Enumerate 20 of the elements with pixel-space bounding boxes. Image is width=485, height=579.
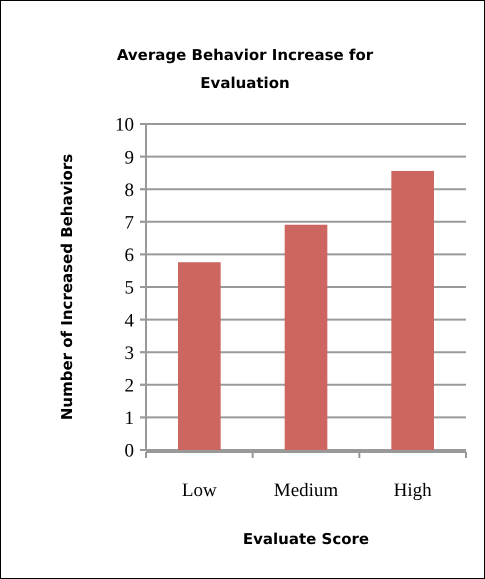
bar bbox=[178, 262, 221, 450]
x-tick-label: Low bbox=[182, 480, 218, 501]
y-tick-label: 9 bbox=[124, 147, 134, 168]
y-tick-label: 1 bbox=[124, 408, 134, 430]
y-axis-title: Number of Increased Behaviors bbox=[58, 154, 76, 420]
chart-title: Average Behavior Increase for Evaluation bbox=[116, 46, 374, 92]
y-tick-label: 2 bbox=[124, 375, 134, 396]
y-tick-label: 0 bbox=[124, 440, 134, 462]
y-tick-label: 6 bbox=[124, 245, 134, 266]
bar bbox=[284, 224, 328, 450]
bar bbox=[391, 170, 434, 450]
y-tick-label: 8 bbox=[124, 180, 134, 201]
x-tick-label: High bbox=[394, 480, 432, 501]
y-tick-label: 4 bbox=[124, 310, 134, 332]
y-tick-label: 5 bbox=[124, 278, 134, 299]
y-tick-label: 3 bbox=[124, 342, 134, 364]
y-tick-label: 10 bbox=[115, 114, 134, 136]
y-tick-label: 7 bbox=[124, 212, 134, 234]
x-axis-title: Evaluate Score bbox=[242, 530, 370, 548]
x-tick-label: Medium bbox=[274, 480, 338, 501]
